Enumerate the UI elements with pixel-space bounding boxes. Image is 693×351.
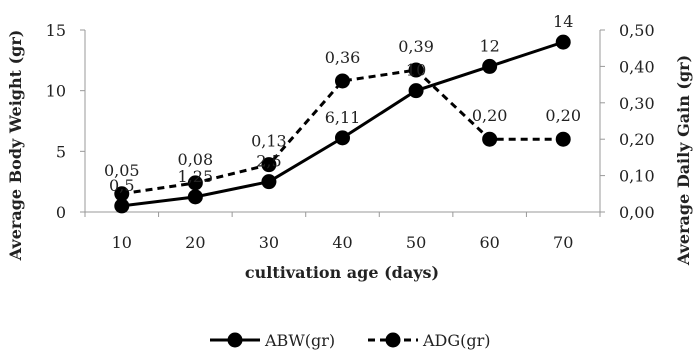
data-label-adg: 0,20 bbox=[545, 106, 581, 125]
y2-tick-label: 0,30 bbox=[619, 94, 655, 113]
data-label-abw: 14 bbox=[553, 12, 573, 31]
x-tick-label: 30 bbox=[259, 233, 279, 252]
data-point-adg bbox=[408, 62, 424, 78]
y2-axis-title: Average Daily Gain (gr) bbox=[674, 55, 693, 266]
data-label-abw: 1,25 bbox=[178, 167, 214, 186]
y2-tick-label: 0,00 bbox=[619, 203, 655, 222]
data-label-adg: 0,36 bbox=[325, 48, 361, 67]
data-point-adg bbox=[187, 175, 203, 191]
legend-label-abw: ABW(gr) bbox=[264, 331, 335, 350]
plot-area bbox=[84, 30, 601, 213]
legend-marker-abw bbox=[227, 332, 243, 348]
data-label-adg: 0,13 bbox=[251, 132, 287, 151]
data-label-abw: 12 bbox=[479, 36, 499, 55]
x-tick-label: 70 bbox=[553, 233, 573, 252]
y-tick-label: 0 bbox=[56, 203, 66, 222]
y2-tick-label: 0,10 bbox=[619, 167, 655, 186]
data-label-abw: 2,5 bbox=[256, 152, 281, 171]
legend: ABW(gr) ADG(gr) bbox=[210, 331, 491, 350]
data-label-adg: 0,05 bbox=[104, 161, 140, 180]
data-point-adg bbox=[261, 157, 277, 173]
data-point-abw bbox=[408, 83, 424, 99]
data-point-adg bbox=[114, 186, 130, 202]
data-point-adg bbox=[482, 131, 498, 147]
data-point-adg bbox=[555, 131, 571, 147]
y-ticks: 0 5 10 15 bbox=[46, 21, 85, 222]
y-tick-label: 5 bbox=[56, 142, 66, 161]
y2-ticks: 0,00 0,10 0,20 0,30 0,40 0,50 bbox=[600, 21, 655, 222]
data-point-abw bbox=[555, 34, 571, 50]
x-tick-label: 20 bbox=[185, 233, 205, 252]
data-point-abw bbox=[335, 130, 350, 146]
y2-tick-label: 0,40 bbox=[619, 57, 655, 76]
series-layer bbox=[114, 34, 571, 214]
data-label-abw: 6,11 bbox=[325, 108, 361, 127]
y-tick-label: 15 bbox=[46, 21, 66, 40]
legend-label-adg: ADG(gr) bbox=[422, 331, 491, 350]
x-ticks: 10 20 30 40 50 60 70 bbox=[84, 212, 601, 252]
data-label-adg: 0,08 bbox=[178, 150, 214, 169]
y2-tick-label: 0,50 bbox=[619, 21, 655, 40]
x-tick-label: 50 bbox=[406, 233, 426, 252]
y-tick-label: 10 bbox=[46, 82, 66, 101]
data-point-abw bbox=[114, 198, 130, 214]
legend-item-abw: ABW(gr) bbox=[210, 331, 335, 350]
data-label-adg: 0,20 bbox=[472, 106, 508, 125]
legend-item-adg: ADG(gr) bbox=[368, 331, 491, 350]
y2-tick-label: 0,20 bbox=[619, 130, 655, 149]
data-point-abw bbox=[261, 174, 277, 190]
data-point-abw bbox=[187, 189, 203, 205]
x-tick-label: 10 bbox=[112, 233, 132, 252]
x-tick-label: 60 bbox=[479, 233, 499, 252]
legend-marker-adg bbox=[385, 332, 401, 348]
data-labels: 0,05 0,08 0,13 0,36 0,39 0,20 0,20 0,5 1,25 2,5 6,… bbox=[104, 12, 581, 195]
data-point-adg bbox=[335, 73, 350, 89]
x-axis-title: cultivation age (days) bbox=[245, 263, 439, 282]
data-label-abw: 10 bbox=[406, 61, 426, 80]
data-point-abw bbox=[482, 58, 498, 74]
x-tick-label: 40 bbox=[332, 233, 352, 252]
data-label-adg: 0,39 bbox=[398, 37, 434, 56]
data-label-abw: 0,5 bbox=[109, 176, 134, 195]
y-axis-title: Average Body Weight (gr) bbox=[6, 30, 25, 262]
